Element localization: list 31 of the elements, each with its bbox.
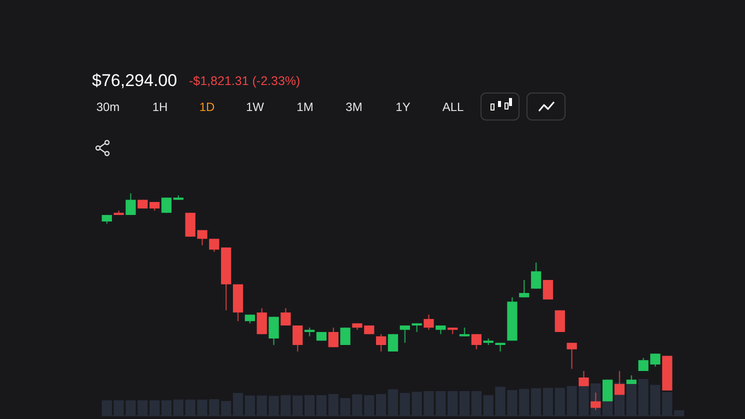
candlestick <box>376 334 386 352</box>
chart-title: $76,294.00 <box>92 71 178 90</box>
candlestick <box>495 342 506 352</box>
candlestick <box>519 279 530 298</box>
candlestick <box>388 334 398 352</box>
candlestick <box>424 314 434 330</box>
text: 1Y <box>396 100 410 114</box>
candlestick <box>400 324 410 344</box>
text: 1D <box>199 100 215 114</box>
candlestick <box>471 334 482 350</box>
candlestick <box>566 342 577 370</box>
candlestick <box>554 310 565 333</box>
text: 1W <box>246 100 265 114</box>
candlestick <box>340 327 350 346</box>
candlestick <box>268 316 279 346</box>
text: 1H <box>152 100 168 114</box>
text: 1M <box>296 100 314 114</box>
candlestick <box>292 324 303 352</box>
candlestick <box>161 197 172 214</box>
candlestick <box>328 327 338 348</box>
candlestick <box>126 192 136 216</box>
candlestick <box>280 308 291 326</box>
candlestick <box>209 238 220 252</box>
candlestick <box>412 322 422 333</box>
candlestick <box>542 279 554 300</box>
candlestick <box>531 262 542 290</box>
text: 30m <box>96 100 120 114</box>
text: ALL <box>442 100 464 114</box>
candlestick <box>256 308 267 335</box>
chart-subtitle: -$1,821.31 (-2.33%) <box>189 74 300 88</box>
text: 3M <box>346 100 362 114</box>
